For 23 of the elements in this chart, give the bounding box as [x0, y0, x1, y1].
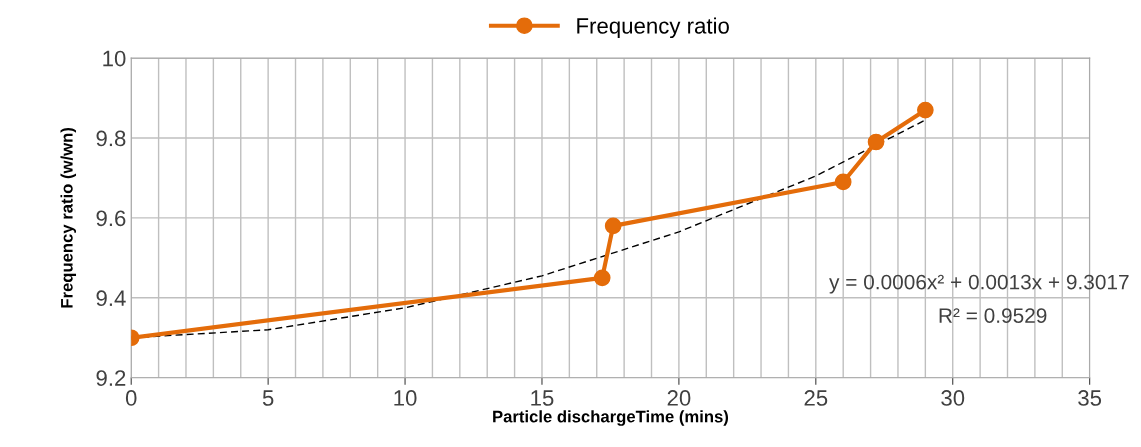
annotation: R² = 0.9529 [939, 308, 1047, 323]
x-tick-label: 35 [1078, 390, 1102, 406]
x-axis-title: Particle dischargeTime (mins) [493, 410, 729, 426]
legend-label: Frequency ratio [577, 17, 729, 39]
x-tick-label: 30 [941, 390, 965, 406]
point [604, 217, 622, 235]
y-tick-label: 9.6 [96, 210, 126, 227]
point [917, 101, 934, 119]
point [867, 133, 885, 151]
x-tick-label: 25 [804, 390, 828, 406]
point [834, 173, 852, 191]
point [593, 269, 611, 287]
x-tick-label: 20 [667, 390, 691, 406]
y-axis-title: Frequency ratio (w/wn) [60, 127, 77, 308]
x-tick-label: 10 [394, 390, 417, 406]
x-tick-label: 0 [125, 390, 137, 406]
annotation: y = 0.0006x² + 0.0013x + 9.3017 [829, 274, 1129, 294]
y-tick-label: 9.8 [96, 130, 126, 147]
x-tick-label: 15 [531, 390, 554, 406]
x-tick-label: 5 [262, 390, 274, 406]
y-tick-label: 9.2 [96, 370, 126, 386]
y-tick-label: 10 [103, 50, 126, 67]
y-tick-label: 9.4 [96, 290, 126, 307]
